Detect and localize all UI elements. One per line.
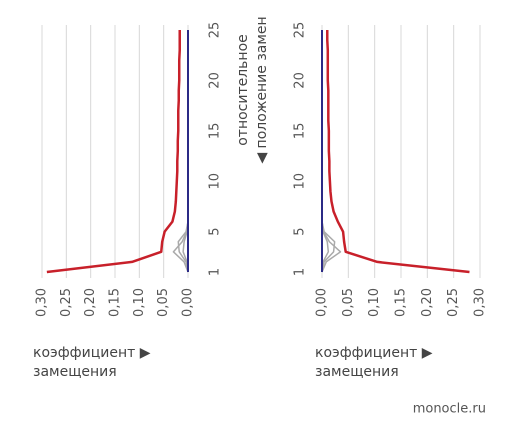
x-axis-title: коэффициент ▶ bbox=[315, 345, 433, 361]
x-tick-label: 0,30 bbox=[473, 288, 488, 317]
x-tick-label: 0,10 bbox=[132, 288, 147, 317]
x-tick-label: 0,10 bbox=[367, 288, 382, 317]
y-tick-label: 20 bbox=[208, 72, 223, 89]
y-tick-label: 5 bbox=[208, 228, 223, 236]
x-tick-label: 0,00 bbox=[315, 288, 330, 317]
x-tick-label: 0,05 bbox=[156, 288, 171, 317]
x-tick-label: 0,15 bbox=[394, 288, 409, 317]
y-tick-label: 15 bbox=[293, 123, 308, 140]
y-tick-label: 25 bbox=[293, 22, 308, 39]
x-tick-label: 0,20 bbox=[83, 288, 98, 317]
x-tick-label: 0,00 bbox=[181, 288, 196, 317]
y-tick-label: 1 bbox=[208, 268, 223, 276]
x-tick-label: 0,25 bbox=[446, 288, 461, 317]
x-tick-label: 0,20 bbox=[420, 288, 435, 317]
y-tick-label: 10 bbox=[293, 173, 308, 190]
x-tick-label: 0,25 bbox=[59, 288, 74, 317]
y-tick-label: 5 bbox=[293, 228, 308, 236]
y-tick-label: 25 bbox=[208, 22, 223, 39]
y-axis-title: относительное bbox=[235, 34, 251, 146]
series-line bbox=[46, 30, 181, 274]
source: monocle.ru bbox=[413, 402, 486, 417]
y-axis-title: ◀ положение замен bbox=[254, 16, 270, 163]
y-tick-label: 10 bbox=[208, 173, 223, 190]
x-tick-label: 0,05 bbox=[341, 288, 356, 317]
x-tick-label: 0,15 bbox=[108, 288, 123, 317]
y-tick-label: 1 bbox=[293, 268, 308, 276]
y-tick-label: 15 bbox=[208, 123, 223, 140]
series-line bbox=[326, 30, 470, 274]
x-axis-title: коэффициент ▶ bbox=[33, 345, 151, 361]
x-axis-title: замещения bbox=[33, 364, 117, 380]
y-tick-label: 20 bbox=[293, 72, 308, 89]
x-axis-title: замещения bbox=[315, 364, 399, 380]
x-tick-label: 0,30 bbox=[35, 288, 50, 317]
